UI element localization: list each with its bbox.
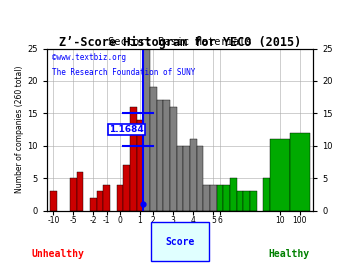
Bar <box>243 191 250 211</box>
Bar <box>163 100 170 211</box>
Text: Sector: Basic Materials: Sector: Basic Materials <box>108 37 252 47</box>
Bar <box>190 139 197 211</box>
Text: The Research Foundation of SUNY: The Research Foundation of SUNY <box>52 68 195 77</box>
Bar <box>170 107 177 211</box>
Bar <box>203 185 210 211</box>
Text: Healthy: Healthy <box>269 249 310 259</box>
Y-axis label: Number of companies (260 total): Number of companies (260 total) <box>15 66 24 193</box>
Bar <box>177 146 183 211</box>
Bar <box>290 133 310 211</box>
Text: ©www.textbiz.org: ©www.textbiz.org <box>52 53 126 62</box>
Bar <box>197 146 203 211</box>
Bar <box>237 191 243 211</box>
Bar <box>50 191 57 211</box>
Bar <box>230 178 237 211</box>
Bar <box>90 198 97 211</box>
Bar <box>250 191 257 211</box>
Bar <box>117 185 123 211</box>
Bar <box>97 191 103 211</box>
Bar <box>183 146 190 211</box>
Bar <box>103 185 110 211</box>
Title: Z’-Score Histogram for YECO (2015): Z’-Score Histogram for YECO (2015) <box>59 36 301 49</box>
Bar <box>210 185 217 211</box>
Text: Score: Score <box>165 237 195 247</box>
Text: 1.1684: 1.1684 <box>109 125 144 134</box>
Bar <box>263 178 270 211</box>
Bar <box>137 120 143 211</box>
Bar <box>130 107 137 211</box>
Bar <box>70 178 77 211</box>
Bar <box>270 139 290 211</box>
Bar <box>157 100 163 211</box>
Bar <box>143 49 150 211</box>
Bar <box>150 87 157 211</box>
Bar <box>217 185 223 211</box>
Bar <box>77 172 84 211</box>
Bar <box>123 165 130 211</box>
Text: Unhealthy: Unhealthy <box>31 249 84 259</box>
Bar <box>223 185 230 211</box>
